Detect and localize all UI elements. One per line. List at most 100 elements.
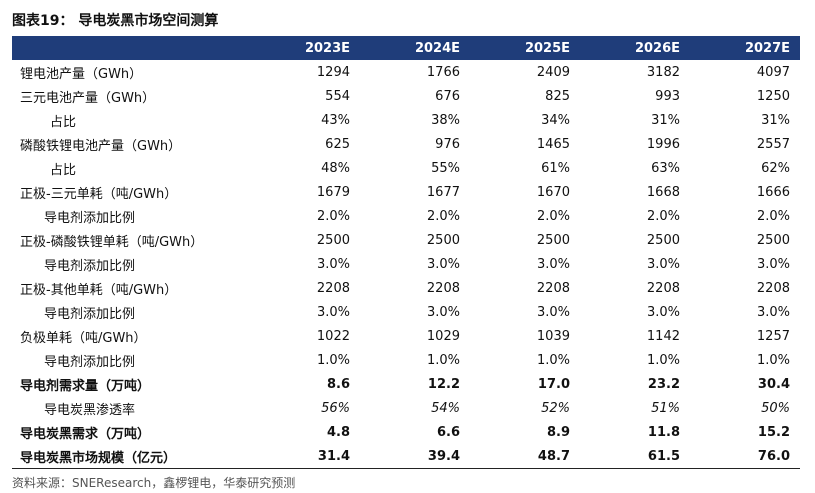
cell: 8.6 (326, 376, 350, 392)
cell: 1294 (316, 64, 350, 80)
cell: 3.0% (426, 256, 460, 272)
table-row: 导电剂添加比例 1.0% 1.0% 1.0% 1.0% 1.0% (12, 348, 800, 372)
header-cell: 2023E (250, 36, 360, 60)
cell: 6.6 (436, 424, 460, 440)
cell: 50% (761, 400, 790, 416)
title: 图表19： 导电炭黑市场空间测算 (12, 13, 219, 29)
cell: 993 (655, 88, 680, 104)
cell: 3.0% (536, 304, 570, 320)
cell: 1039 (536, 328, 570, 344)
row-label: 导电剂添加比例 (44, 306, 136, 322)
row-label: 负极单耗（吨/GWh） (20, 330, 147, 346)
table-row: 正极-三元单耗（吨/GWh） 1679 1677 1670 1668 1666 (12, 180, 800, 204)
cell: 3.0% (316, 304, 350, 320)
table-row: 占比 48% 55% 61% 63% 62% (12, 156, 800, 180)
cell: 3182 (646, 64, 680, 80)
cell: 62% (761, 160, 790, 176)
cell: 2.0% (646, 208, 680, 224)
table-row: 导电剂添加比例 3.0% 3.0% 3.0% 3.0% 3.0% (12, 300, 800, 324)
cell: 1.0% (426, 352, 460, 368)
table-row: 导电炭黑渗透率 56% 54% 52% 51% 50% (12, 396, 800, 420)
table-row: 导电炭黑需求（万吨） 4.8 6.6 8.9 11.8 15.2 (12, 420, 800, 444)
cell: 1465 (536, 136, 570, 152)
cell: 1996 (646, 136, 680, 152)
table-row: 导电剂需求量（万吨） 8.6 12.2 17.0 23.2 30.4 (12, 372, 800, 396)
row-label: 三元电池产量（GWh） (20, 90, 156, 106)
table-row: 导电炭黑市场规模（亿元） 31.4 39.4 48.7 61.5 76.0 (12, 444, 800, 469)
cell: 52% (541, 400, 570, 416)
cell: 1142 (646, 328, 680, 344)
cell: 4097 (756, 64, 790, 80)
header-cell: 2027E (690, 36, 800, 60)
cell: 76.0 (690, 444, 800, 469)
cell: 43% (321, 112, 350, 128)
row-label: 占比 (50, 114, 77, 130)
cell: 976 (435, 136, 460, 152)
cell: 1.0% (536, 352, 570, 368)
cell: 2500 (426, 232, 460, 248)
cell: 2500 (646, 232, 680, 248)
table-row: 正极-其他单耗（吨/GWh） 2208 2208 2208 2208 2208 (12, 276, 800, 300)
cell: 3.0% (646, 304, 680, 320)
cell: 31% (651, 112, 680, 128)
cell: 2.0% (426, 208, 460, 224)
cell: 2.0% (536, 208, 570, 224)
cell: 1.0% (316, 352, 350, 368)
header-row: 2023E 2024E 2025E 2026E 2027E (12, 36, 800, 60)
cell: 61% (541, 160, 570, 176)
cell: 48.7 (470, 444, 580, 469)
cell: 3.0% (316, 256, 350, 272)
cell: 2208 (426, 280, 460, 296)
table-row: 导电剂添加比例 3.0% 3.0% 3.0% 3.0% 3.0% (12, 252, 800, 276)
cell: 23.2 (647, 376, 680, 392)
cell: 1666 (756, 184, 790, 200)
row-label: 锂电池产量（GWh） (20, 66, 143, 82)
row-label: 导电剂需求量（万吨） (20, 378, 151, 394)
cell: 2208 (646, 280, 680, 296)
row-label: 正极-其他单耗（吨/GWh） (20, 282, 178, 298)
cell: 31.4 (250, 444, 360, 469)
cell: 825 (545, 88, 570, 104)
header-cell: 2025E (470, 36, 580, 60)
cell: 625 (325, 136, 350, 152)
cell: 17.0 (537, 376, 570, 392)
row-label: 占比 (50, 162, 77, 178)
cell: 2.0% (756, 208, 790, 224)
cell: 55% (431, 160, 460, 176)
table-row: 负极单耗（吨/GWh） 1022 1029 1039 1142 1257 (12, 324, 800, 348)
cell: 8.9 (546, 424, 570, 440)
cell: 38% (431, 112, 460, 128)
cell: 54% (431, 400, 460, 416)
cell: 3.0% (646, 256, 680, 272)
row-label: 磷酸铁锂电池产量（GWh） (20, 138, 182, 154)
row-label: 导电炭黑渗透率 (44, 402, 136, 418)
header-cell: 2024E (360, 36, 470, 60)
cell: 3.0% (536, 256, 570, 272)
cell: 3.0% (756, 256, 790, 272)
table-row: 锂电池产量（GWh） 1294 1766 2409 3182 4097 (12, 60, 800, 84)
cell: 34% (541, 112, 570, 128)
cell: 1670 (536, 184, 570, 200)
cell: 2.0% (316, 208, 350, 224)
cell: 2208 (756, 280, 790, 296)
row-label: 导电剂添加比例 (44, 210, 136, 226)
header-cell (12, 36, 250, 60)
cell: 31% (761, 112, 790, 128)
cell: 676 (435, 88, 460, 104)
table-row: 导电剂添加比例 2.0% 2.0% 2.0% 2.0% 2.0% (12, 204, 800, 228)
cell: 1766 (426, 64, 460, 80)
row-label: 正极-磷酸铁锂单耗（吨/GWh） (20, 234, 204, 250)
cell: 2557 (756, 136, 790, 152)
table-row: 磷酸铁锂电池产量（GWh） 625 976 1465 1996 2557 (12, 132, 800, 156)
cell: 63% (651, 160, 680, 176)
table-body: 锂电池产量（GWh） 1294 1766 2409 3182 4097 三元电池产量（GWh… (12, 60, 800, 469)
cell: 56% (321, 400, 350, 416)
cell: 2208 (316, 280, 350, 296)
row-label: 导电炭黑需求（万吨） (20, 426, 151, 442)
cell: 3.0% (756, 304, 790, 320)
cell: 1250 (756, 88, 790, 104)
table: 2023E 2024E 2025E 2026E 2027E 锂电池产量（GWh） 1294… (12, 36, 800, 469)
cell: 4.8 (326, 424, 350, 440)
cell: 11.8 (647, 424, 680, 440)
